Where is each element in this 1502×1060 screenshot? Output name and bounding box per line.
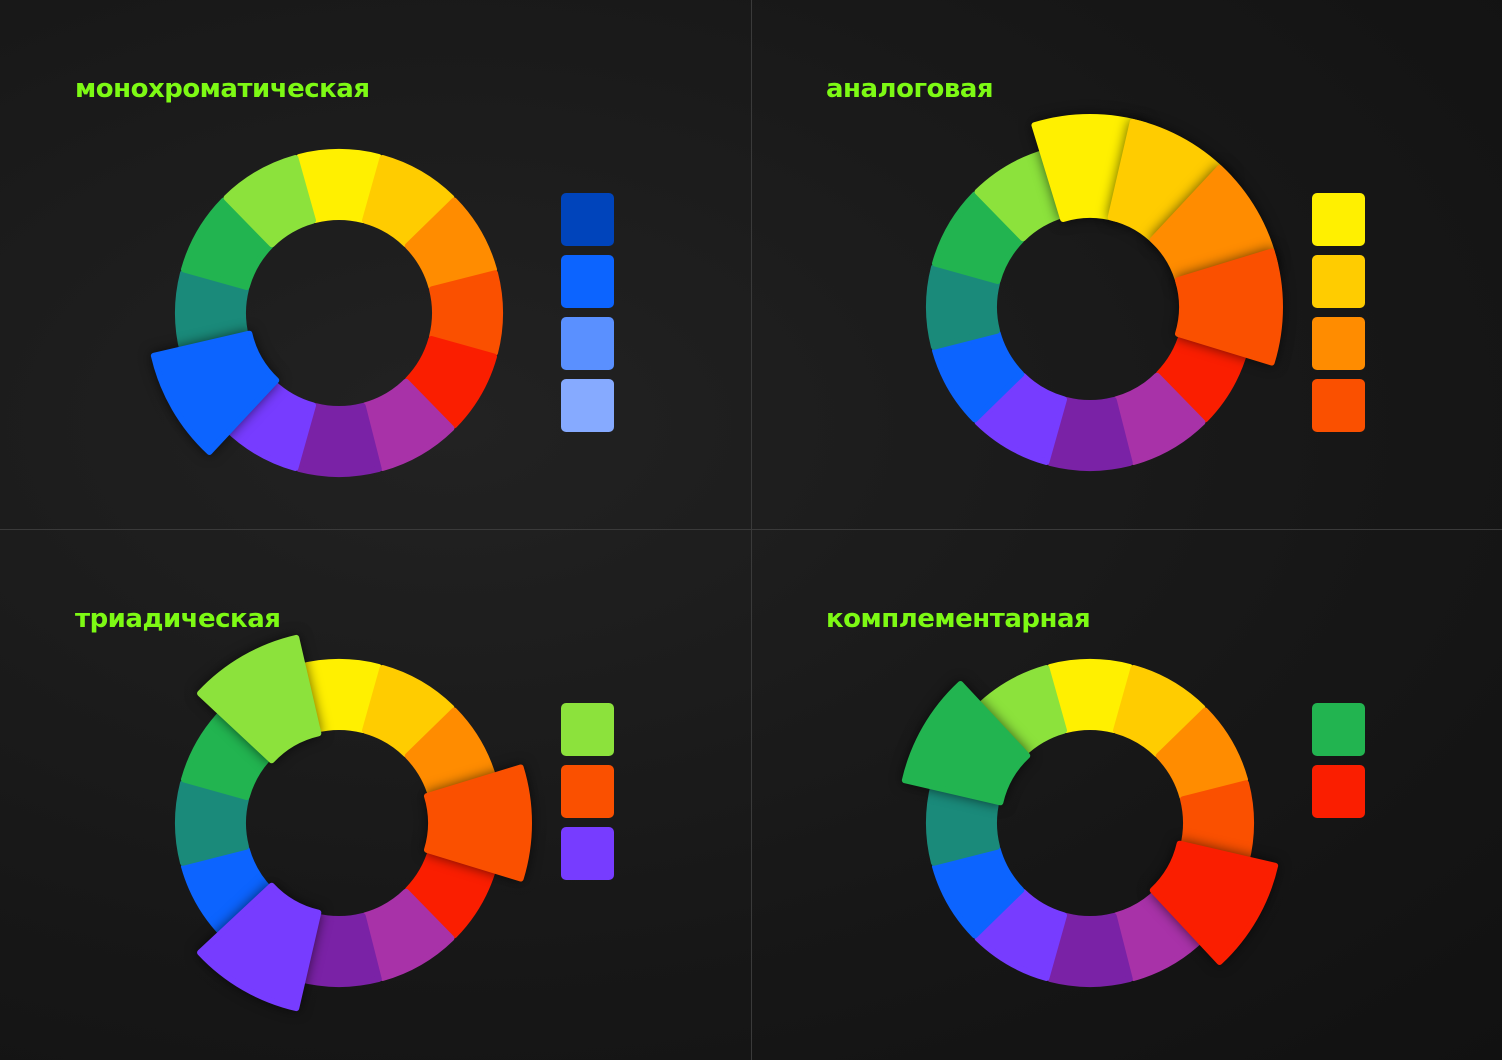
wheel-segment-yellow-orange [1112,665,1206,758]
color-swatch [561,703,614,756]
color-wheel [175,634,532,1012]
horizontal-divider [0,529,1502,530]
color-swatch [561,379,614,432]
wheel-segment-yellow-green [223,155,317,248]
wheel-segment-red-orange-highlighted [423,764,532,882]
panel-complementary: комплементарная [751,530,1502,1060]
color-swatch [561,827,614,880]
color-wheel [150,149,503,477]
panel-triadic: триадическая [0,530,751,1060]
wheel-segment-yellow [296,149,382,223]
panel-analogous: аналоговая [751,0,1502,530]
panel-title: комплементарная [826,604,1091,634]
wheel-segment-yellow [1047,659,1133,733]
wheel-segment-green-highlighted [901,681,1031,806]
wheel-segment-blue-green [175,270,249,356]
wheel-segment-red-violet [1112,888,1206,981]
color-swatch [1312,379,1365,432]
wheel-segment-orange [1155,707,1248,801]
wheel-segment-red [404,335,497,429]
wheel-segment-violet [296,403,382,477]
wheel-segment-red-orange [429,270,503,356]
color-wheel [926,114,1283,471]
wheel-segment-blue-violet [974,372,1068,465]
panel-title: монохроматическая [75,74,370,104]
panel-title: аналоговая [826,74,994,104]
color-swatch [561,765,614,818]
wheel-segment-blue-green [175,780,249,866]
wheel-segment-blue [932,329,1025,423]
wheel-segment-yellow [296,659,382,733]
color-swatch [561,193,614,246]
panel-monochromatic: монохроматическая [0,0,751,530]
wheel-segment-green [181,197,274,291]
vertical-divider [751,0,752,1060]
wheel-segment-yellow-orange [361,155,455,248]
wheel-segment-blue-green [926,264,1000,350]
wheel-segment-green [932,191,1025,285]
wheel-segment-blue-highlighted [150,330,280,455]
wheel-segment-red-violet [1112,372,1206,465]
wheel-segment-red-violet [361,378,455,471]
color-swatch [561,317,614,370]
wheel-segment-red-violet [361,888,455,981]
wheel-segment-yellow-green-highlighted [197,634,322,764]
color-swatch [1312,317,1365,370]
color-wheel [901,659,1279,987]
wheel-segment-red-orange-highlighted [1174,248,1283,366]
wheel-segment-orange [404,197,497,291]
wheel-segment-yellow-green [974,665,1068,758]
wheel-segment-violet [1047,913,1133,987]
color-swatch [1312,255,1365,308]
wheel-segment-red-highlighted [1149,840,1279,965]
wheel-segment-blue-violet-highlighted [197,882,322,1012]
wheel-segment-violet [1047,397,1133,471]
wheel-segment-blue-violet [974,888,1068,981]
wheel-segment-yellow-orange [361,665,455,758]
wheel-segment-blue [181,845,274,939]
color-swatch [1312,703,1365,756]
wheel-segment-red [404,845,497,939]
color-swatch [561,255,614,308]
wheel-segment-red [1155,329,1248,423]
color-swatch [1312,193,1365,246]
panel-title: триадическая [75,604,281,634]
wheel-segment-blue [932,845,1025,939]
color-swatch [1312,765,1365,818]
